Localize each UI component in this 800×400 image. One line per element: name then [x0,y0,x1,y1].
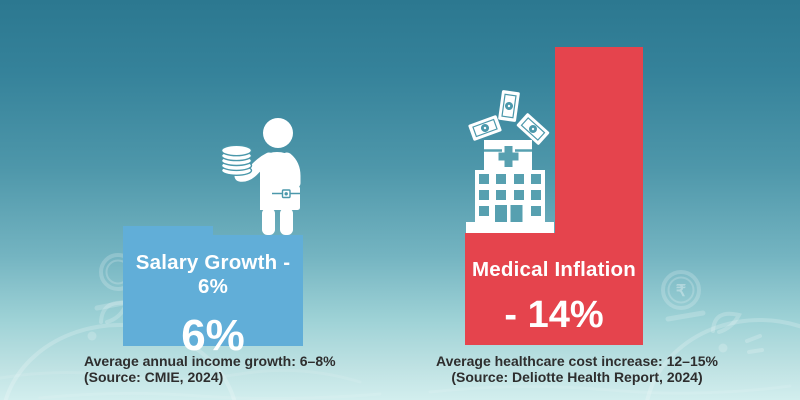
medical-caption-line1: Average healthcare cost increase: 12–15% [436,353,718,369]
coin-stack-icon [220,144,253,177]
rupee-coin-symbol: ₹ [676,283,686,300]
salary-bar-segment [213,235,303,346]
salary-caption-source: (Source: CMIE, 2024) [84,369,224,385]
medical-cross-icon [498,146,519,167]
piggy-eye-left [87,331,97,341]
salary-bar-value: 6% [181,311,245,360]
salary-caption-line1: Average annual income growth: 6–8% [84,353,336,369]
hospital-building [466,140,554,233]
salary-bar-label: Salary Growth - 6% [135,251,291,298]
hospital-windows [479,174,541,222]
medical-caption-source: (Source: Deliotte Health Report, 2024) [451,369,703,385]
salary-growth-bar: Salary Growth - 6% 6% [123,226,303,360]
medical-caption: Average healthcare cost increase: 12–15%… [423,353,731,385]
medical-bar-value: - 14% [504,294,604,336]
medical-inflation-bar: Medical Inflation - 14% [465,47,643,345]
medical-bar-segment [465,233,643,345]
person-head [263,118,293,148]
person-with-coins-and-briefcase-icon [220,118,301,235]
salary-bar-segment [123,226,213,346]
briefcase-icon [272,177,300,210]
money-bill-icon [468,90,550,145]
salary-caption: Average annual income growth: 6–8% (Sour… [84,353,369,385]
hospital-with-money-bills-icon [466,90,554,233]
medical-bar-label: Medical Inflation [472,258,636,281]
piggy-eye-right [718,343,728,353]
